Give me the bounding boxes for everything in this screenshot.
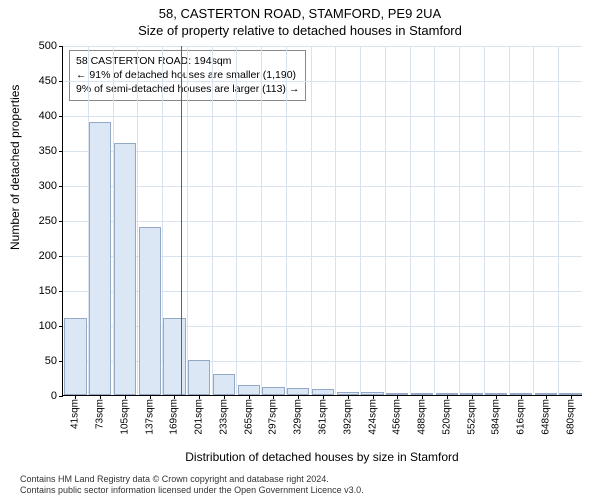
- footnote-line2: Contains public sector information licen…: [20, 485, 590, 496]
- xtick-label: 584sqm: [491, 399, 502, 435]
- gridline-v: [335, 46, 336, 395]
- x-axis-label: Distribution of detached houses by size …: [62, 450, 582, 464]
- y-axis-label: Number of detached properties: [8, 85, 22, 250]
- xtick-label: 520sqm: [441, 399, 452, 435]
- gridline-v: [385, 46, 386, 395]
- ytick-label: 200: [39, 250, 57, 262]
- xtick-label: 73sqm: [95, 399, 106, 429]
- gridline-v: [311, 46, 312, 395]
- xtick-label: 137sqm: [144, 399, 155, 435]
- xtick-label: 105sqm: [119, 399, 130, 435]
- ytick-mark: [59, 186, 63, 187]
- ytick-mark: [59, 116, 63, 117]
- xtick-label: 297sqm: [268, 399, 279, 435]
- gridline-v: [261, 46, 262, 395]
- chart-title-subtitle: Size of property relative to detached ho…: [0, 21, 600, 38]
- bar: [262, 387, 284, 395]
- xtick-label: 361sqm: [318, 399, 329, 435]
- ytick-mark: [59, 221, 63, 222]
- ytick-mark: [59, 291, 63, 292]
- xtick-label: 552sqm: [466, 399, 477, 435]
- xtick-label: 488sqm: [417, 399, 428, 435]
- ytick-mark: [59, 256, 63, 257]
- xtick-label: 41sqm: [70, 399, 81, 429]
- xtick-label: 680sqm: [565, 399, 576, 435]
- xtick-label: 169sqm: [169, 399, 180, 435]
- gridline-v: [434, 46, 435, 395]
- ytick-label: 350: [39, 145, 57, 157]
- gridline-h: [63, 116, 582, 117]
- ytick-label: 250: [39, 215, 57, 227]
- gridline-h: [63, 221, 582, 222]
- bar: [287, 388, 309, 395]
- plot-area: 58 CASTERTON ROAD: 194sqm ← 91% of detac…: [62, 46, 582, 396]
- bar: [64, 318, 86, 395]
- gridline-v: [410, 46, 411, 395]
- ytick-label: 400: [39, 110, 57, 122]
- ytick-label: 450: [39, 75, 57, 87]
- xtick-label: 456sqm: [392, 399, 403, 435]
- gridline-v: [212, 46, 213, 395]
- footnote-line1: Contains HM Land Registry data © Crown c…: [20, 474, 590, 485]
- chart-title-address: 58, CASTERTON ROAD, STAMFORD, PE9 2UA: [0, 0, 600, 21]
- gridline-v: [558, 46, 559, 395]
- gridline-v: [187, 46, 188, 395]
- chart-container: 58, CASTERTON ROAD, STAMFORD, PE9 2UA Si…: [0, 0, 600, 500]
- bar: [188, 360, 210, 395]
- gridline-v: [533, 46, 534, 395]
- gridline-h: [63, 186, 582, 187]
- xtick-label: 233sqm: [218, 399, 229, 435]
- xtick-label: 648sqm: [540, 399, 551, 435]
- bar: [238, 385, 260, 396]
- ytick-label: 50: [45, 355, 57, 367]
- footnote: Contains HM Land Registry data © Crown c…: [20, 474, 590, 496]
- gridline-v: [286, 46, 287, 395]
- gridline-h: [63, 81, 582, 82]
- xtick-label: 392sqm: [342, 399, 353, 435]
- ytick-mark: [59, 46, 63, 47]
- ytick-label: 150: [39, 285, 57, 297]
- xtick-label: 265sqm: [243, 399, 254, 435]
- ytick-mark: [59, 326, 63, 327]
- ytick-label: 300: [39, 180, 57, 192]
- gridline-v: [459, 46, 460, 395]
- bar: [213, 374, 235, 395]
- xtick-label: 616sqm: [516, 399, 527, 435]
- xtick-label: 424sqm: [367, 399, 378, 435]
- ytick-mark: [59, 151, 63, 152]
- ytick-label: 500: [39, 40, 57, 52]
- gridline-v: [484, 46, 485, 395]
- gridline-h: [63, 46, 582, 47]
- xtick-label: 329sqm: [293, 399, 304, 435]
- bar: [114, 143, 136, 395]
- bar: [139, 227, 161, 395]
- ytick-label: 0: [51, 390, 57, 402]
- bar: [89, 122, 111, 395]
- gridline-v: [360, 46, 361, 395]
- reference-line: [181, 46, 182, 395]
- gridline-v: [509, 46, 510, 395]
- ytick-mark: [59, 396, 63, 397]
- ytick-label: 100: [39, 320, 57, 332]
- ytick-mark: [59, 361, 63, 362]
- gridline-v: [236, 46, 237, 395]
- ytick-mark: [59, 81, 63, 82]
- xtick-label: 201sqm: [194, 399, 205, 435]
- gridline-h: [63, 151, 582, 152]
